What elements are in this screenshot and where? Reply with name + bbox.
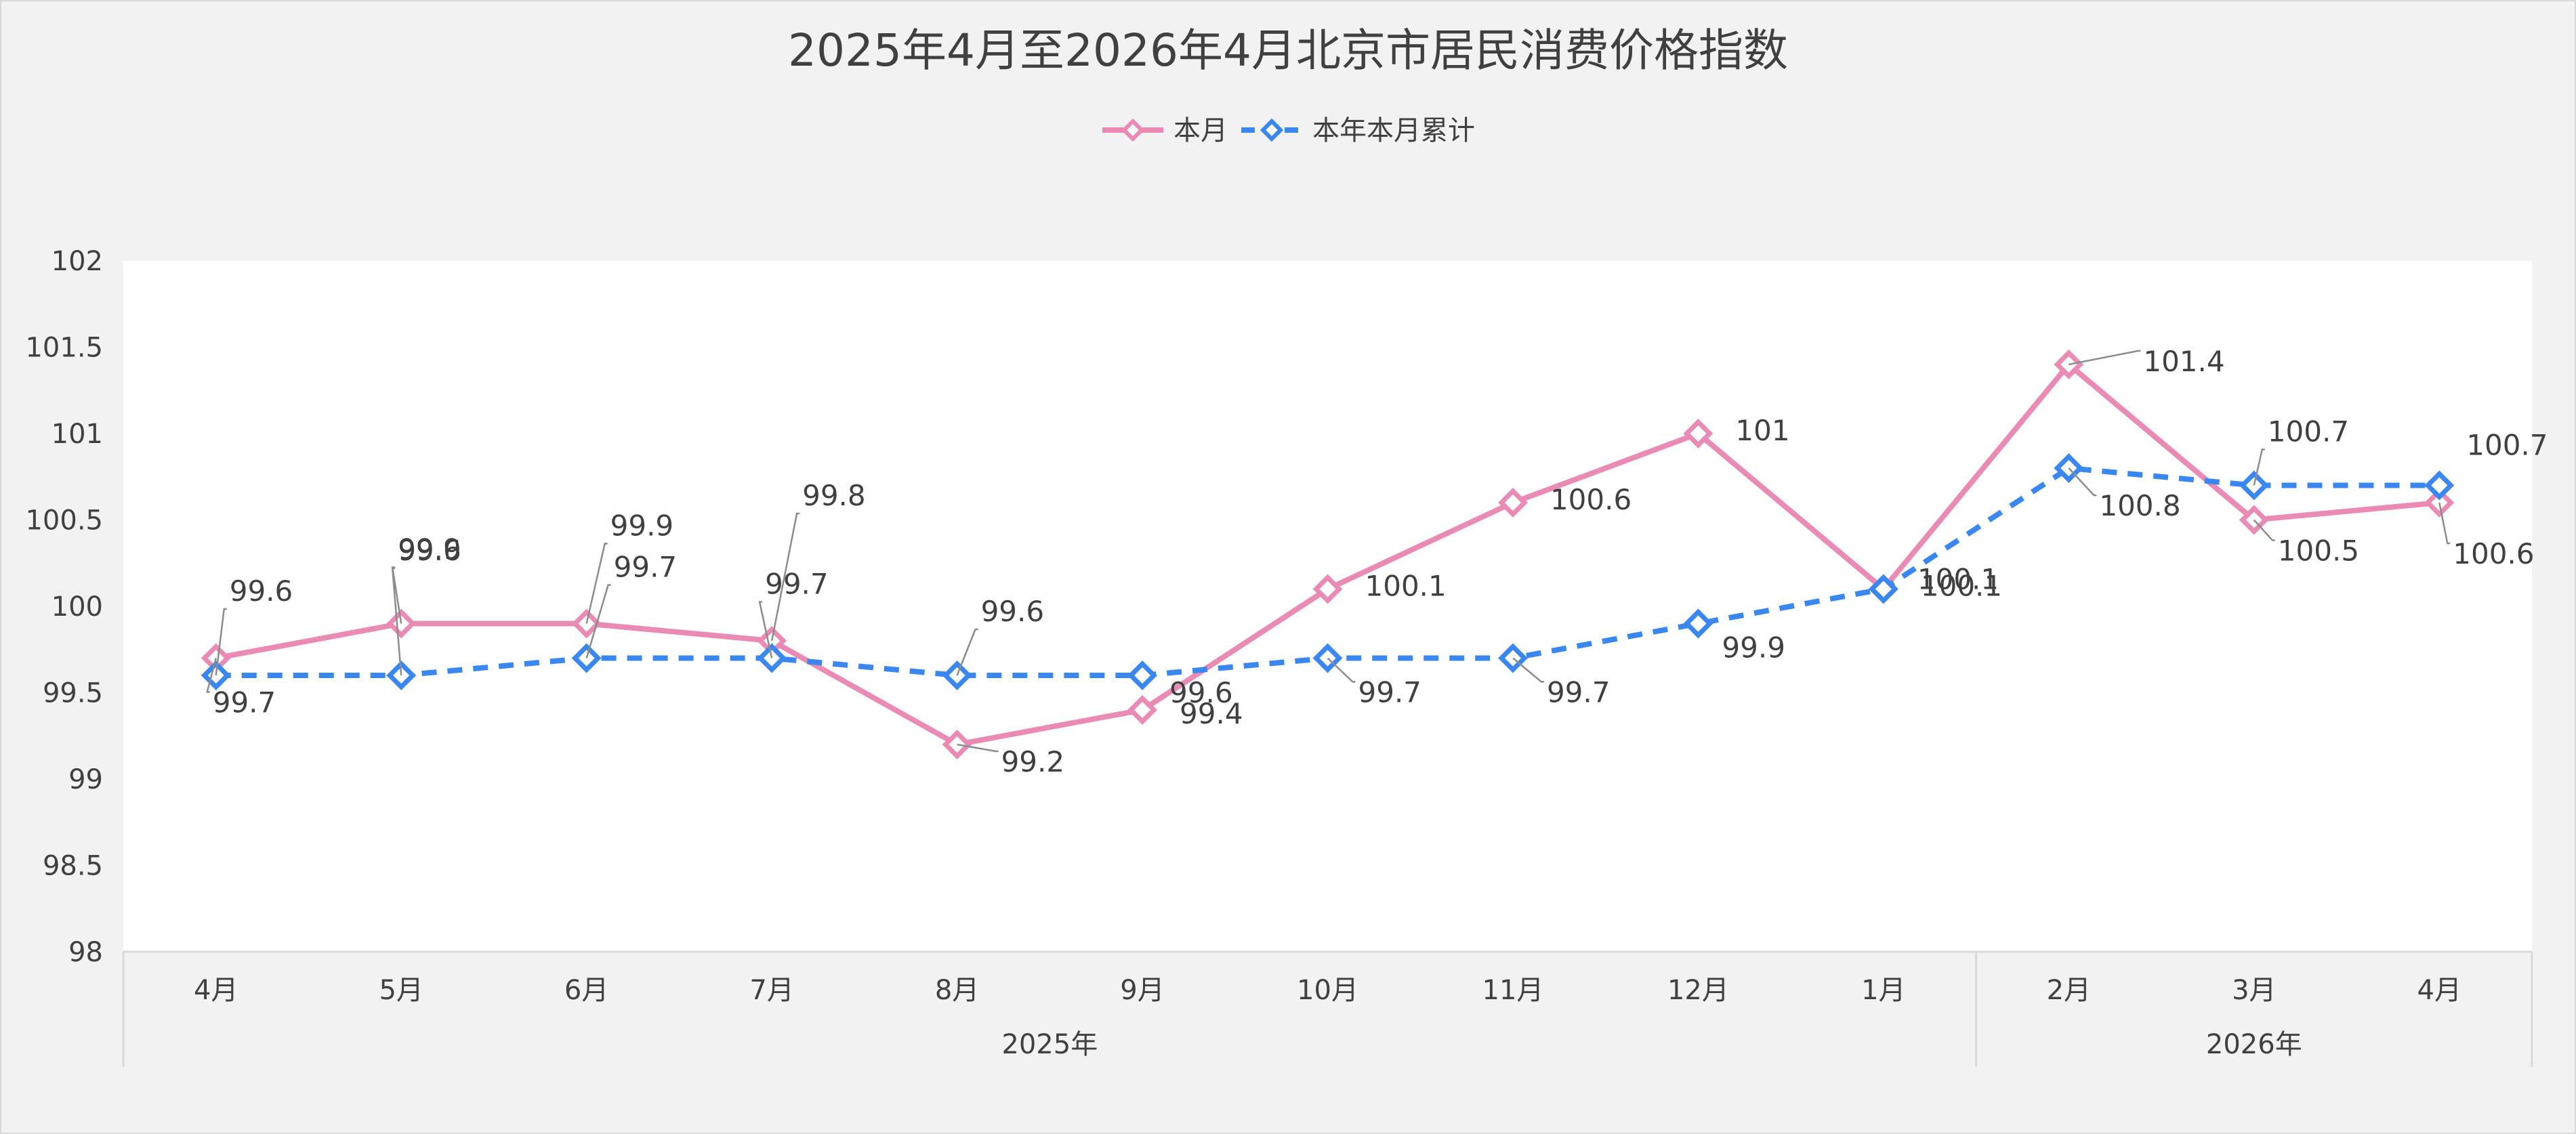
data-label: 99.7	[1358, 676, 1422, 709]
x-tick-label: 11月	[1482, 975, 1544, 1006]
data-point-marker	[1498, 488, 1528, 518]
legend-entry: 本年本月累计	[1312, 115, 1475, 146]
y-tick-label: 98.5	[43, 851, 103, 882]
data-point-marker	[1868, 574, 1898, 604]
data-label-leader	[585, 543, 608, 624]
x-tick-label: 5月	[379, 975, 423, 1006]
data-label-leader	[2253, 448, 2265, 486]
data-label: 99.6	[1169, 676, 1233, 709]
x-group-label: 2025年	[1001, 1029, 1098, 1060]
data-label-leader	[206, 658, 217, 693]
x-tick-label: 3月	[2232, 975, 2276, 1006]
legend-entry: 本月	[1173, 115, 1228, 146]
legend: 本月 本年本月累计	[1102, 115, 1475, 146]
data-point-marker	[1312, 574, 1343, 604]
data-label: 100.6	[1550, 483, 1632, 516]
data-label: 101	[1735, 414, 1789, 447]
data-label-leader	[758, 601, 773, 658]
x-tick-label: 2月	[2047, 975, 2091, 1006]
data-label: 99.9	[1722, 631, 1785, 665]
data-label: 100.7	[2268, 415, 2349, 448]
x-group-label: 2026年	[2206, 1029, 2302, 1060]
y-tick-label: 100	[51, 591, 103, 623]
data-point-marker	[1683, 419, 1713, 448]
data-label-leader	[770, 512, 800, 642]
y-tick-label: 99.5	[43, 678, 103, 709]
data-label-leader	[2253, 519, 2275, 541]
data-point-marker	[1127, 695, 1157, 725]
data-label: 99.7	[213, 686, 276, 719]
data-label: 99.9	[398, 533, 461, 566]
legend-marker	[1121, 118, 1145, 142]
y-tick-label: 100.5	[25, 505, 103, 537]
data-label-leader	[1512, 657, 1544, 683]
x-tick-label: 6月	[564, 975, 608, 1006]
data-label-leader	[957, 743, 999, 753]
data-label: 99.7	[614, 551, 678, 584]
data-label-leader	[2068, 467, 2097, 497]
data-point-marker	[1127, 660, 1157, 690]
data-label: 99.9	[610, 509, 674, 543]
legend-marker	[1260, 118, 1284, 142]
data-label-leader	[2069, 350, 2141, 366]
data-label: 100.8	[2099, 489, 2180, 522]
data-labels: 99.7 99.9 99.9 99.8 99.2 99.4 100.1 100.6 101 100…	[206, 345, 2548, 778]
x-tick-label: 9月	[1120, 975, 1164, 1006]
y-tick-label: 101.5	[25, 333, 103, 364]
x-axis: 4月 5月 6月 7月 8月 9月 10月 11月 12月 1月 2月 3月 4月 2025年 2026年	[122, 950, 2533, 1067]
data-label: 100.1	[1917, 563, 1999, 596]
x-tick-label: 8月	[935, 975, 979, 1006]
data-label: 100.7	[2466, 429, 2548, 462]
data-label-leader	[585, 584, 611, 658]
data-label-leader	[215, 608, 227, 676]
plot-area	[123, 261, 2532, 952]
x-tick-label: 4月	[2417, 975, 2461, 1006]
data-label: 99.7	[1547, 676, 1611, 709]
data-label: 99.8	[802, 479, 866, 512]
data-label-leader	[391, 567, 402, 676]
data-label: 99.6	[398, 534, 461, 567]
data-label: 99.6	[230, 574, 293, 608]
x-tick-label: 4月	[194, 975, 238, 1006]
x-tick-label: 7月	[749, 975, 793, 1006]
y-tick-label: 102	[51, 246, 103, 277]
data-label-leader	[1327, 657, 1356, 683]
x-tick-label: 10月	[1297, 975, 1358, 1006]
x-tick-label: 12月	[1667, 975, 1729, 1006]
data-label: 100.1	[1921, 570, 2002, 603]
data-label: 99.2	[1001, 745, 1065, 778]
y-tick-label: 99	[68, 764, 103, 795]
data-label: 99.7	[765, 568, 829, 601]
data-point-marker	[1683, 608, 1713, 639]
data-label: 101.4	[2143, 345, 2224, 378]
data-label: 99.4	[1180, 697, 1243, 730]
data-label: 100.6	[2453, 537, 2534, 570]
y-tick-label: 101	[51, 419, 103, 450]
data-point-marker	[2424, 470, 2455, 501]
x-tick-label: 1月	[1861, 975, 1905, 1006]
data-label: 100.5	[2278, 534, 2359, 568]
data-label-leader	[2438, 502, 2451, 545]
data-label-leader	[956, 628, 978, 676]
y-tick-label: 98	[68, 937, 103, 968]
chart-title: 2025年4月至2026年4月北京市居民消费价格指数	[788, 24, 1788, 77]
data-label: 100.1	[1365, 570, 1447, 603]
y-axis: 98 98.5 99 99.5 100 100.5 101 101.5 102	[25, 246, 103, 968]
data-label-leader	[391, 566, 402, 624]
data-label: 99.6	[981, 595, 1045, 628]
